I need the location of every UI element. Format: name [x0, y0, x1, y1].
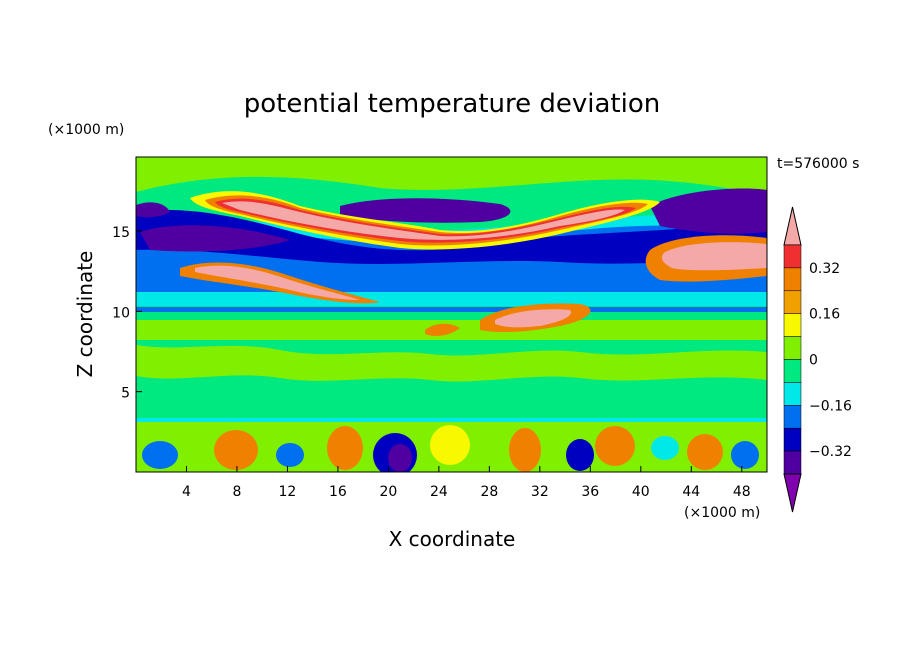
x-tick-label: 44	[682, 484, 700, 500]
plot-area	[136, 157, 767, 472]
mid-patches	[136, 345, 767, 382]
convective-cell	[276, 443, 304, 467]
cold-core-purple	[140, 225, 290, 252]
colorbar-swatch	[783, 405, 802, 429]
warm-patch-z10	[495, 309, 571, 328]
colorbar-tick-label: −0.16	[809, 398, 852, 414]
x-tick-label: 12	[279, 484, 297, 500]
colorbar-bottom-arrow	[783, 473, 802, 513]
x-tick-label: 20	[379, 484, 397, 500]
convective-cell	[142, 441, 178, 469]
thin-layer	[136, 307, 767, 312]
colorbar-tick-label: 0	[809, 353, 818, 369]
shallow-layer	[136, 418, 767, 422]
x-tick-label: 48	[733, 484, 751, 500]
cold-core-deep	[136, 209, 767, 264]
convective-cell	[595, 426, 635, 466]
x-axis: 4 8 12 16 20 24 28 32 36 40 44 48	[182, 466, 751, 500]
colorbar-swatch	[783, 290, 802, 314]
colorbar: 0.32 0.16 0 −0.16 −0.32	[783, 206, 852, 513]
warm-filament-yellow	[190, 191, 660, 250]
x-tick-label: 28	[480, 484, 498, 500]
warm-patch-z10	[425, 323, 460, 336]
y-tick-label: 15	[112, 225, 130, 241]
cold-core-purple	[340, 198, 511, 223]
x-tick-label: 32	[531, 484, 549, 500]
colorbar-tick-label: −0.32	[809, 444, 852, 460]
y-tick-label: 5	[121, 386, 130, 402]
x-tick-label: 24	[430, 484, 448, 500]
colorbar-swatch	[783, 359, 802, 383]
colorbar-swatch	[783, 244, 802, 269]
colorbar-tick-label: 0.32	[809, 261, 840, 277]
warm-filament-lower	[195, 265, 360, 300]
y-tick-label: 10	[112, 305, 130, 321]
chart-title: potential temperature deviation	[244, 89, 660, 119]
cold-core-purple	[650, 188, 767, 234]
colorbar-swatch	[783, 267, 802, 292]
convective-cell	[687, 434, 723, 470]
x-tick-label: 40	[632, 484, 650, 500]
cold-core-purple	[136, 202, 170, 218]
convective-cell	[214, 430, 258, 470]
x-unit-label: (×1000 m)	[684, 505, 760, 521]
convective-cell	[651, 436, 679, 460]
warm-filament-orange	[205, 195, 648, 246]
warm-blob-right	[661, 242, 767, 271]
colorbar-swatch	[783, 336, 802, 360]
x-tick-label: 16	[329, 484, 347, 500]
y-unit-label: (×1000 m)	[48, 122, 124, 138]
x-tick-label: 8	[232, 484, 241, 500]
convective-cell	[731, 441, 759, 469]
convective-cell	[566, 439, 594, 471]
x-tick-label: 4	[182, 484, 191, 500]
y-axis-label: Z coordinate	[73, 251, 97, 378]
colorbar-swatch	[783, 382, 802, 406]
warm-filament-pink	[222, 201, 625, 240]
colorbar-swatch	[783, 450, 802, 475]
colorbar-top-arrow	[783, 206, 802, 246]
convective-cell	[327, 426, 363, 470]
colorbar-swatch	[783, 313, 802, 337]
colorbar-tick-label: 0.16	[809, 307, 840, 323]
x-tick-label: 36	[581, 484, 599, 500]
y-axis: 5 10 15	[112, 225, 142, 402]
x-axis-label: X coordinate	[389, 527, 516, 551]
plot-frame	[135, 156, 768, 473]
time-label: t=576000 s	[777, 156, 859, 172]
convective-cell	[388, 444, 412, 472]
colorbar-swatch	[783, 427, 802, 452]
convective-cell	[430, 425, 470, 465]
convective-cell	[509, 428, 541, 472]
